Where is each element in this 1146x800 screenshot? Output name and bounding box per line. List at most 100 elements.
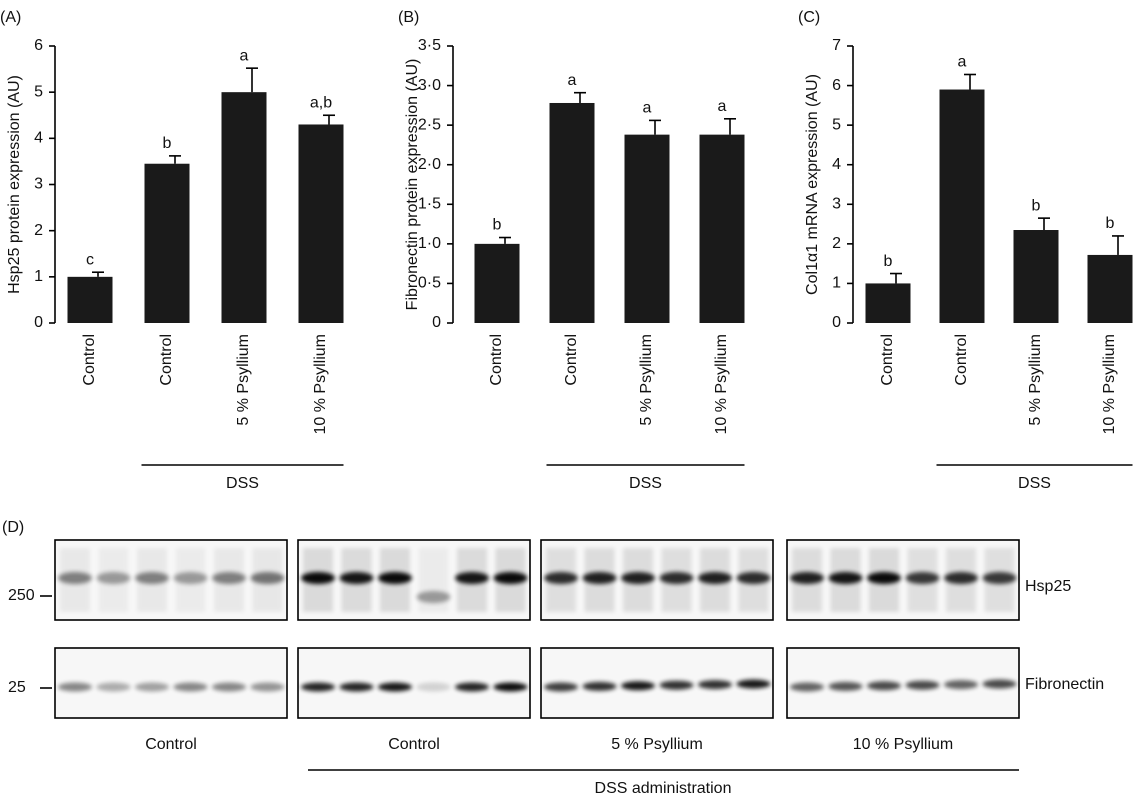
blot-smear <box>214 548 244 612</box>
significance-letter: a,b <box>310 94 332 111</box>
blot-box <box>786 539 1020 621</box>
bar <box>1087 254 1133 323</box>
error-bar <box>890 272 902 284</box>
significance-letter: b <box>1106 215 1115 232</box>
significance-letter: a <box>568 72 577 89</box>
blot-band <box>58 682 92 692</box>
x-tick-label: Control <box>563 334 580 386</box>
blot-smear <box>830 548 861 612</box>
significance-letter: b <box>1032 197 1041 214</box>
bar <box>144 163 190 323</box>
blot-band <box>582 681 617 691</box>
error-bar <box>92 271 104 277</box>
blot-band <box>250 682 285 692</box>
blot-smear <box>175 548 206 612</box>
blot-smear <box>495 548 526 612</box>
bar <box>1013 230 1059 323</box>
significance-letter: b <box>163 135 172 152</box>
y-tick-label: 2·5 <box>418 116 441 133</box>
x-tick-label: 5 % Psyllium <box>1027 334 1044 426</box>
blot-smear <box>252 548 283 612</box>
blot-box <box>54 539 288 621</box>
blot-smear <box>341 548 372 612</box>
error-bar <box>724 118 736 135</box>
y-tick-label: 6 <box>34 37 43 54</box>
y-tick-label: 6 <box>832 77 841 94</box>
blot-smear <box>700 548 730 612</box>
x-tick-label: Control <box>879 334 896 386</box>
significance-letter: a <box>958 54 967 71</box>
y-tick-label: 0 <box>432 314 441 331</box>
blot-band <box>659 680 694 690</box>
group-label: DSS <box>226 475 259 492</box>
blot-band <box>212 682 246 692</box>
blot-smear <box>380 548 410 612</box>
blot-band <box>621 681 655 691</box>
bar <box>221 92 267 324</box>
y-tick-label: 1 <box>34 268 43 285</box>
panel-label: (B) <box>398 9 419 26</box>
blot-smear <box>137 548 167 612</box>
panel-label: (D) <box>2 519 24 536</box>
x-tick-label: 10 % Psyllium <box>713 334 730 434</box>
y-tick-label: 2·0 <box>418 156 441 173</box>
blot-box <box>786 647 1020 719</box>
x-tick-label: Control <box>158 334 175 386</box>
y-tick-label: 5 <box>832 116 841 133</box>
error-bar <box>1038 217 1050 231</box>
size-marker: 25 <box>8 679 26 696</box>
blot-box <box>54 647 288 719</box>
blot-smear <box>60 548 90 612</box>
blot-smear <box>623 548 653 612</box>
bar <box>67 276 113 323</box>
blot-band <box>301 682 335 692</box>
y-tick-label: 4 <box>832 156 841 173</box>
group-label: DSS administration <box>595 780 732 797</box>
x-tick-label: 5 % Psyllium <box>638 334 655 426</box>
blot-smear <box>457 548 487 612</box>
group-name: Control <box>145 736 197 753</box>
significance-letter: b <box>493 217 502 234</box>
blot-band <box>698 680 732 690</box>
blot-band <box>905 680 940 690</box>
y-tick-label: 1 <box>832 275 841 292</box>
blot-smear <box>792 548 822 612</box>
blot-smear <box>546 548 576 612</box>
y-tick-label: 3·5 <box>418 37 441 54</box>
blot-smear <box>984 548 1015 612</box>
row-label: Hsp25 <box>1025 578 1071 595</box>
blot-smear <box>661 548 692 612</box>
blot-band <box>736 679 771 689</box>
blot-smear <box>303 548 333 612</box>
group-label: DSS <box>629 475 662 492</box>
y-axis-label: Fibronectin protein expression (AU) <box>404 59 421 311</box>
bar <box>865 283 911 323</box>
blot-band <box>135 682 169 692</box>
blot-box <box>297 539 531 621</box>
significance-letter: c <box>86 251 94 268</box>
y-axis-label: Col1α1 mRNA expression (AU) <box>804 74 821 295</box>
bar <box>624 134 670 323</box>
row-label: Fibronectin <box>1025 676 1104 693</box>
x-tick-label: Control <box>953 334 970 386</box>
y-axis-label: Hsp25 protein expression (AU) <box>6 75 23 294</box>
blot-band <box>944 680 978 690</box>
bar <box>474 243 520 323</box>
bar <box>939 89 985 324</box>
x-tick-label: 10 % Psyllium <box>312 334 329 434</box>
blot-band <box>339 682 374 692</box>
significance-letter: a <box>643 100 652 117</box>
panel-label: (C) <box>798 9 820 26</box>
group-name: Control <box>388 736 440 753</box>
y-tick-label: 2 <box>34 222 43 239</box>
blot-band <box>416 682 451 692</box>
blot-box <box>297 647 531 719</box>
significance-letter: a <box>240 47 249 64</box>
y-tick-label: 0 <box>34 314 43 331</box>
blot-band <box>982 679 1017 689</box>
blot-smear <box>869 548 899 612</box>
blot-box <box>540 647 774 719</box>
y-tick-label: 5 <box>34 83 43 100</box>
error-bar <box>1112 235 1124 255</box>
blot-band <box>867 681 901 691</box>
